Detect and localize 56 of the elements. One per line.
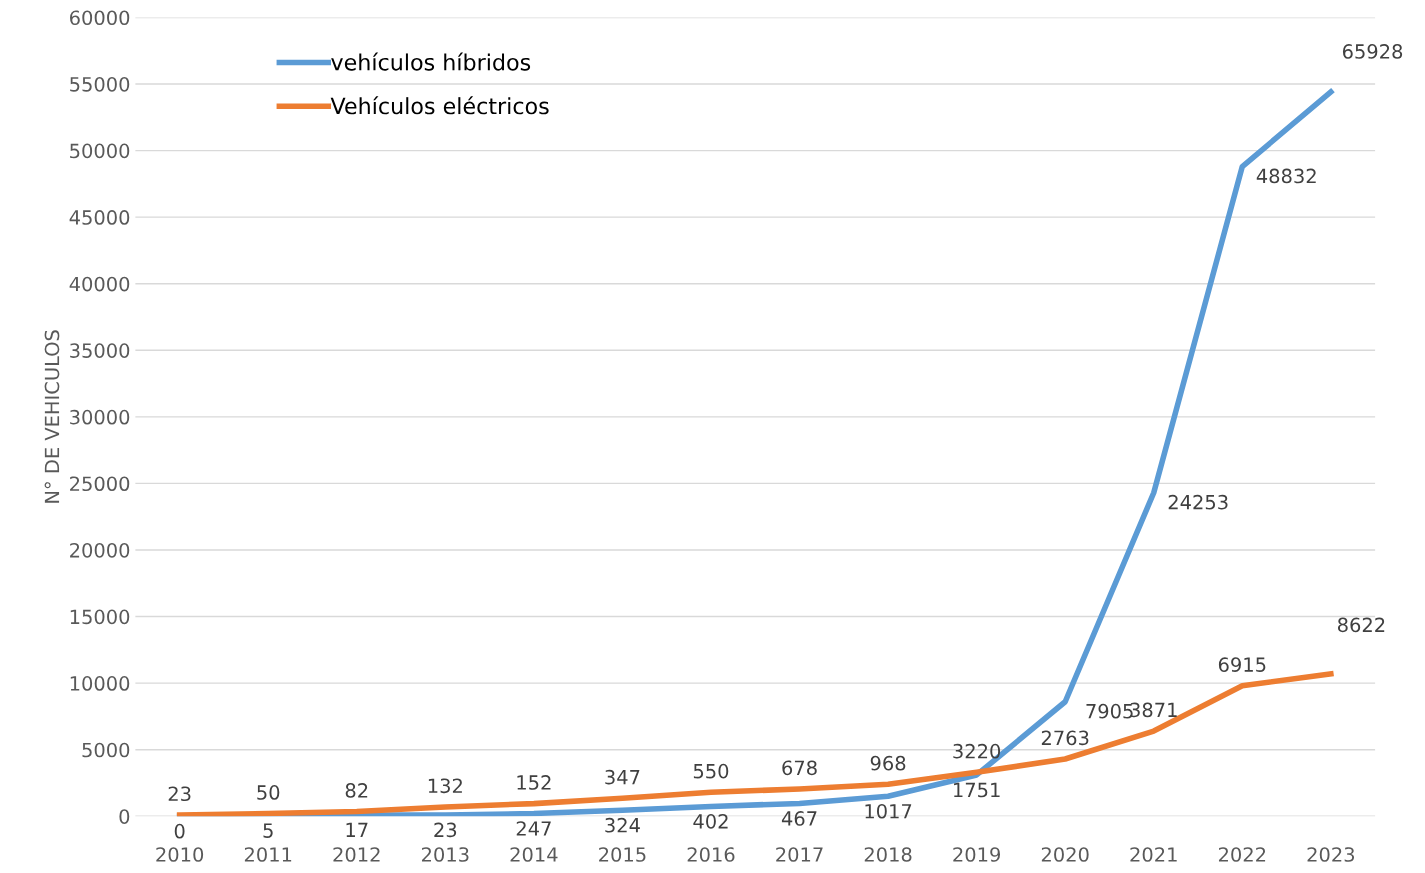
annotation: 968 [870, 755, 906, 771]
annotation: 0 [174, 823, 185, 839]
y-tick-label: 55000 [70, 76, 130, 92]
x-tick-label: 2021 [1130, 847, 1177, 862]
x-tick-label: 2012 [333, 847, 380, 862]
annotation: 467 [781, 811, 817, 826]
y-tick-label: 40000 [69, 276, 130, 292]
annotation: 23 [168, 786, 191, 802]
annotation: 324 [605, 817, 640, 833]
annotation: 48832 [1256, 168, 1316, 184]
x-tick-label: 2016 [687, 847, 735, 862]
x-tick-label: 2015 [599, 847, 646, 862]
x-tick-label: 2019 [953, 847, 1001, 862]
annotation: 23 [434, 822, 457, 838]
legend-label: vehículos híbridos [331, 52, 531, 71]
y-tick-label: 5000 [82, 742, 130, 758]
y-tick-label: 50000 [70, 143, 130, 159]
y-tick-label: 10000 [70, 676, 130, 691]
x-tick-label: 2022 [1218, 847, 1266, 862]
y-tick-label: 45000 [69, 210, 130, 225]
legend-label: Vehículos eléctricos [330, 96, 549, 115]
annotation: 1751 [954, 782, 1000, 798]
annotation: 65928 [1342, 44, 1403, 59]
annotation: 24253 [1168, 494, 1228, 510]
y-axis-title: N° DE VEHICULOS [44, 330, 60, 503]
annotation: 17 [346, 822, 368, 837]
annotation: 152 [517, 775, 551, 790]
x-tick-label: 2013 [421, 847, 469, 862]
y-tick-label: 30000 [70, 409, 130, 425]
annotation: 8622 [1337, 617, 1385, 633]
x-tick-label: 2017 [776, 847, 823, 862]
annotation: 5 [263, 823, 273, 838]
annotation: 678 [782, 760, 817, 776]
annotation: 347 [605, 769, 640, 785]
annotation: 132 [428, 778, 462, 794]
y-tick-label: 25000 [70, 476, 130, 492]
x-tick-label: 2011 [244, 847, 292, 862]
y-tick-label: 0 [119, 809, 130, 824]
annotation: 1017 [865, 803, 912, 819]
annotation: 6915 [1218, 657, 1266, 672]
x-tick-label: 2023 [1307, 847, 1355, 862]
x-tick-label: 2018 [864, 847, 912, 862]
annotation: 247 [516, 821, 551, 836]
annotation: 50 [257, 785, 280, 800]
x-tick-label: 2014 [510, 847, 558, 862]
x-tick-label: 2020 [1041, 847, 1089, 862]
annotation: 3220 [953, 743, 1001, 759]
annotation: 2763 [1041, 730, 1089, 746]
x-tick-label: 2010 [156, 847, 204, 862]
y-tick-label: 20000 [70, 542, 130, 558]
y-tick-label: 15000 [70, 609, 130, 625]
annotation: 82 [345, 783, 368, 798]
y-tick-label: 60000 [70, 10, 130, 26]
annotation: 402 [693, 814, 728, 829]
annotation: 550 [693, 763, 729, 779]
y-tick-label: 35000 [70, 343, 130, 358]
